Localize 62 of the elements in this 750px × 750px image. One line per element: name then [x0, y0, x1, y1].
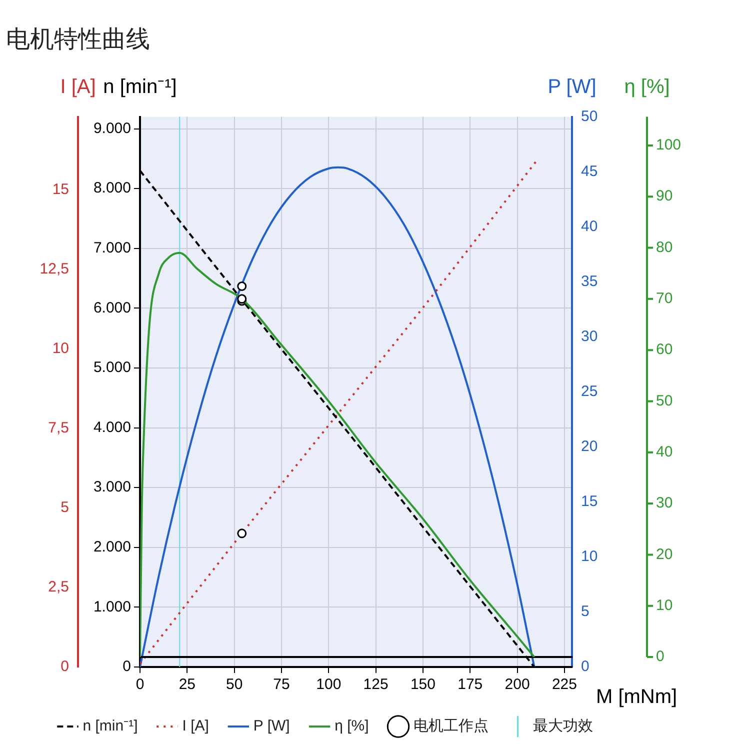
y2-tick-label: 20	[581, 438, 598, 456]
y-tick-label: 9.000	[93, 120, 131, 137]
y3-tick-label: 2,5	[48, 578, 69, 596]
x-tick-label: 25	[178, 676, 196, 694]
text: η [%]	[334, 718, 369, 735]
x-tick-label: 125	[363, 676, 388, 694]
y-tick-label: 10	[656, 596, 673, 614]
y-tick-label: 30	[656, 494, 673, 512]
y-tick-label: 7.000	[93, 240, 131, 257]
x-axis-title: M [mNm]	[596, 686, 678, 708]
x-tick-label: 200	[504, 676, 530, 694]
y-tick-label: 40	[656, 444, 673, 461]
y2-tick-label: 0	[581, 658, 590, 676]
y2-tick-label: 25	[581, 383, 598, 400]
y2-tick-label: 35	[581, 273, 598, 290]
y3-tick-label: 0	[60, 658, 69, 676]
legend-label: n [min⁻¹]	[82, 718, 138, 735]
y-tick-label: 4.000	[93, 418, 131, 436]
x-tick-label: 100	[316, 676, 342, 694]
x-tick-label: 50	[226, 676, 243, 694]
y-tick-label: 6.000	[93, 299, 131, 316]
x-tick-label: 225	[552, 676, 577, 694]
chart-title: 电机特性曲线	[6, 26, 150, 54]
y-tick-label: 1.000	[93, 598, 131, 616]
legend-label: P [W]	[253, 718, 290, 735]
y-tick-label: 0	[122, 658, 131, 676]
legend-label: 最大功效	[532, 718, 593, 735]
x-tick-label: 150	[410, 676, 436, 694]
y3-tick-label: 10	[52, 340, 69, 358]
y-tick-label: 0	[656, 648, 664, 666]
y-tick-label: 50	[656, 392, 673, 410]
y2-tick-label: 45	[581, 162, 598, 180]
y3-tick-label: 5	[60, 499, 69, 516]
y-tick-label: 20	[656, 546, 673, 563]
y2-tick-label: 50	[581, 108, 598, 125]
y3-axis-title: I [A]	[60, 76, 96, 98]
y2-tick-label: 30	[581, 328, 598, 346]
text: η [%]	[624, 76, 670, 98]
legend-label: I [A]	[182, 718, 209, 735]
y2-tick-label: 15	[581, 493, 598, 510]
y3-tick-label: 15	[52, 181, 69, 198]
y2-tick-label: 10	[581, 548, 598, 566]
y-tick-label: 3.000	[93, 478, 131, 496]
y-tick-label: 60	[656, 341, 673, 358]
y-tick-label: 80	[656, 238, 673, 256]
y2-axis-title: P [W]	[548, 76, 596, 98]
y-tick-label: 5.000	[93, 359, 131, 376]
x-tick-label: 75	[273, 676, 290, 694]
line-series	[140, 252, 536, 657]
y2-tick-label: 40	[581, 218, 598, 235]
x-tick-label: 0	[136, 676, 144, 694]
y2-tick-label: 5	[581, 603, 590, 620]
y-tick-label: 8.000	[93, 180, 131, 197]
y3-tick-label: 7,5	[48, 420, 69, 437]
y3-tick-label: 12,5	[40, 260, 69, 278]
y-tick-label: 100	[656, 136, 682, 154]
y-axis-title: n [min⁻¹]	[103, 76, 177, 98]
legend-label: 电机工作点	[413, 718, 488, 735]
x-tick-label: 175	[458, 676, 483, 694]
y-tick-label: 90	[656, 188, 673, 205]
y-tick-label: 70	[656, 290, 673, 308]
y-tick-label: 2.000	[93, 538, 131, 556]
